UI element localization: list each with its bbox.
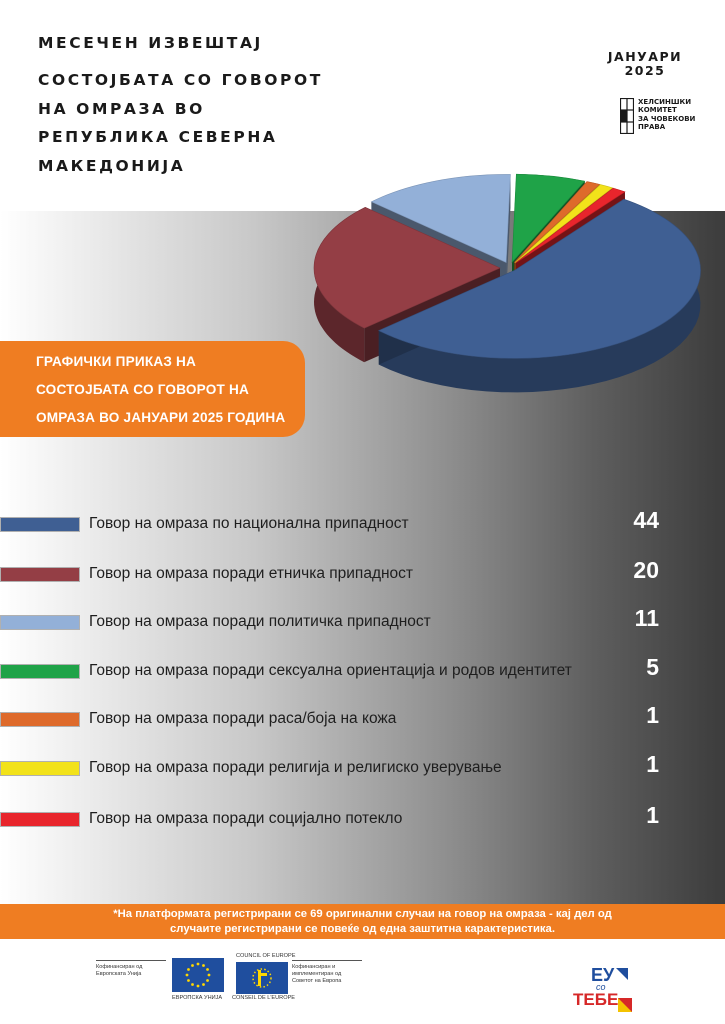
footnote-line: *На платформата регистрирани се 69 ориги…	[113, 908, 612, 920]
org-name-line: ЗА ЧОВЕКОВИ	[638, 114, 696, 123]
legend-item: Говор на омраза поради религија и религи…	[0, 751, 725, 785]
eu-funding-line: Кофинансиран од	[96, 964, 143, 970]
footnote-line: случаите регистрирани се повеќе од една …	[170, 923, 555, 935]
legend-item: Говор на омраза по национална припадност…	[0, 507, 725, 541]
title-block: МЕСЕЧЕН ИЗВЕШТАЈ СОСТОЈБАТА СО ГОВОРОТ Н…	[38, 34, 338, 180]
coe-funding-line: имплементиран од	[292, 971, 342, 977]
eu-so-tebe-logo-icon: ЕУ со ТЕБЕ	[573, 965, 632, 1012]
report-supertitle: МЕСЕЧЕН ИЗВЕШТАЈ	[38, 34, 263, 52]
eu-funding-note: Кофинансиран од Европската Унија	[96, 960, 166, 978]
legend-value: 1	[646, 802, 659, 828]
helsinki-committee-name: ХЕЛСИНШКИ КОМИТЕТ ЗА ЧОВЕКОВИ ПРАВА	[638, 98, 695, 132]
report-month: ЈАНУАРИ	[607, 49, 683, 64]
campaign-logo-top: ЕУ	[591, 965, 615, 985]
legend-item: Говор на омраза поради етничка припаднос…	[0, 557, 725, 591]
report-year: 2025	[624, 63, 666, 78]
footnote: *На платформата регистрирани се 69 ориги…	[0, 904, 725, 939]
org-name-line: ПРАВА	[638, 123, 666, 132]
footer-logos: Кофинансиран од Европската Унија ЕВРОПСК…	[0, 952, 725, 1022]
legend-value: 5	[646, 654, 659, 680]
banner-line: СОСТОЈБАТА СО ГОВОРОТ НА	[36, 382, 250, 397]
eu-flag-icon	[172, 958, 224, 992]
coe-funding-line: Кофинансиран и	[292, 964, 336, 970]
coe-caption: CONSEIL DE L'EUROPE	[232, 995, 296, 1001]
report-title-line: НА ОМРАЗА ВО	[38, 99, 205, 118]
legend-swatch	[0, 812, 80, 827]
legend-label: Говор на омраза поради религија и религи…	[89, 759, 502, 776]
helsinki-committee-logo-icon	[620, 98, 634, 134]
legend-value: 1	[646, 751, 659, 777]
legend-label: Говор на омраза поради сексуална ориента…	[89, 662, 572, 679]
coe-funding-line: Советот на Европа	[292, 978, 342, 984]
legend-value: 1	[646, 702, 659, 728]
legend-item: Говор на омраза поради раса/боја на кожа…	[0, 702, 725, 736]
coe-top-caption: COUNCIL OF EUROPE	[236, 953, 296, 959]
chart-caption-banner: ГРАФИЧКИ ПРИКАЗ НА СОСТОЈБАТА СО ГОВОРОТ…	[0, 341, 305, 437]
report-title-line: СОСТОЈБАТА СО ГОВОРОТ	[38, 71, 323, 89]
eu-caption: ЕВРОПСКА УНИЈА	[172, 995, 223, 1001]
coe-funding-note: Кофинансиран и имплементиран од Советот …	[292, 960, 362, 985]
legend-value: 11	[634, 605, 659, 631]
legend-label: Говор на омраза поради етничка припаднос…	[89, 565, 414, 582]
legend-swatch	[0, 615, 80, 630]
org-name-line: КОМИТЕТ	[638, 106, 677, 115]
org-name-line: ХЕЛСИНШКИ	[638, 98, 692, 106]
campaign-logo-middle: со	[596, 982, 606, 992]
campaign-logo-bottom: ТЕБЕ	[573, 990, 618, 1009]
report-date: ЈАНУАРИ 2025	[600, 50, 690, 78]
banner-line: ОМРАЗА ВО ЈАНУАРИ 2025 ГОДИНА	[36, 410, 286, 425]
legend-swatch	[0, 517, 80, 532]
helsinki-committee-logo: ХЕЛСИНШКИ КОМИТЕТ ЗА ЧОВЕКОВИ ПРАВА	[620, 98, 695, 134]
legend-swatch	[0, 664, 80, 679]
council-of-europe-flag-icon	[236, 962, 288, 994]
legend-swatch	[0, 761, 80, 776]
report-title-line: РЕПУБЛИКА СЕВЕРНА	[38, 128, 278, 146]
legend-label: Говор на омраза поради политичка припадн…	[89, 613, 431, 630]
legend-item: Говор на омраза поради сексуална ориента…	[0, 654, 725, 688]
legend-value: 44	[633, 507, 659, 533]
legend-value: 20	[633, 557, 659, 583]
legend-item: Говор на омраза поради социјално потекло…	[0, 802, 725, 836]
banner-line: ГРАФИЧКИ ПРИКАЗ НА	[36, 354, 197, 369]
pie-slice	[378, 198, 701, 393]
legend-swatch	[0, 712, 80, 727]
report-title-line: МАКЕДОНИЈА	[38, 156, 186, 175]
legend-label: Говор на омраза поради раса/боја на кожа	[89, 710, 397, 727]
legend-item: Говор на омраза поради политичка припадн…	[0, 605, 725, 639]
legend-label: Говор на омраза поради социјално потекло	[89, 810, 403, 827]
legend-label: Говор на омраза по национална припадност	[89, 515, 409, 532]
eu-funding-line: Европската Унија	[96, 971, 142, 977]
legend-swatch	[0, 567, 80, 582]
